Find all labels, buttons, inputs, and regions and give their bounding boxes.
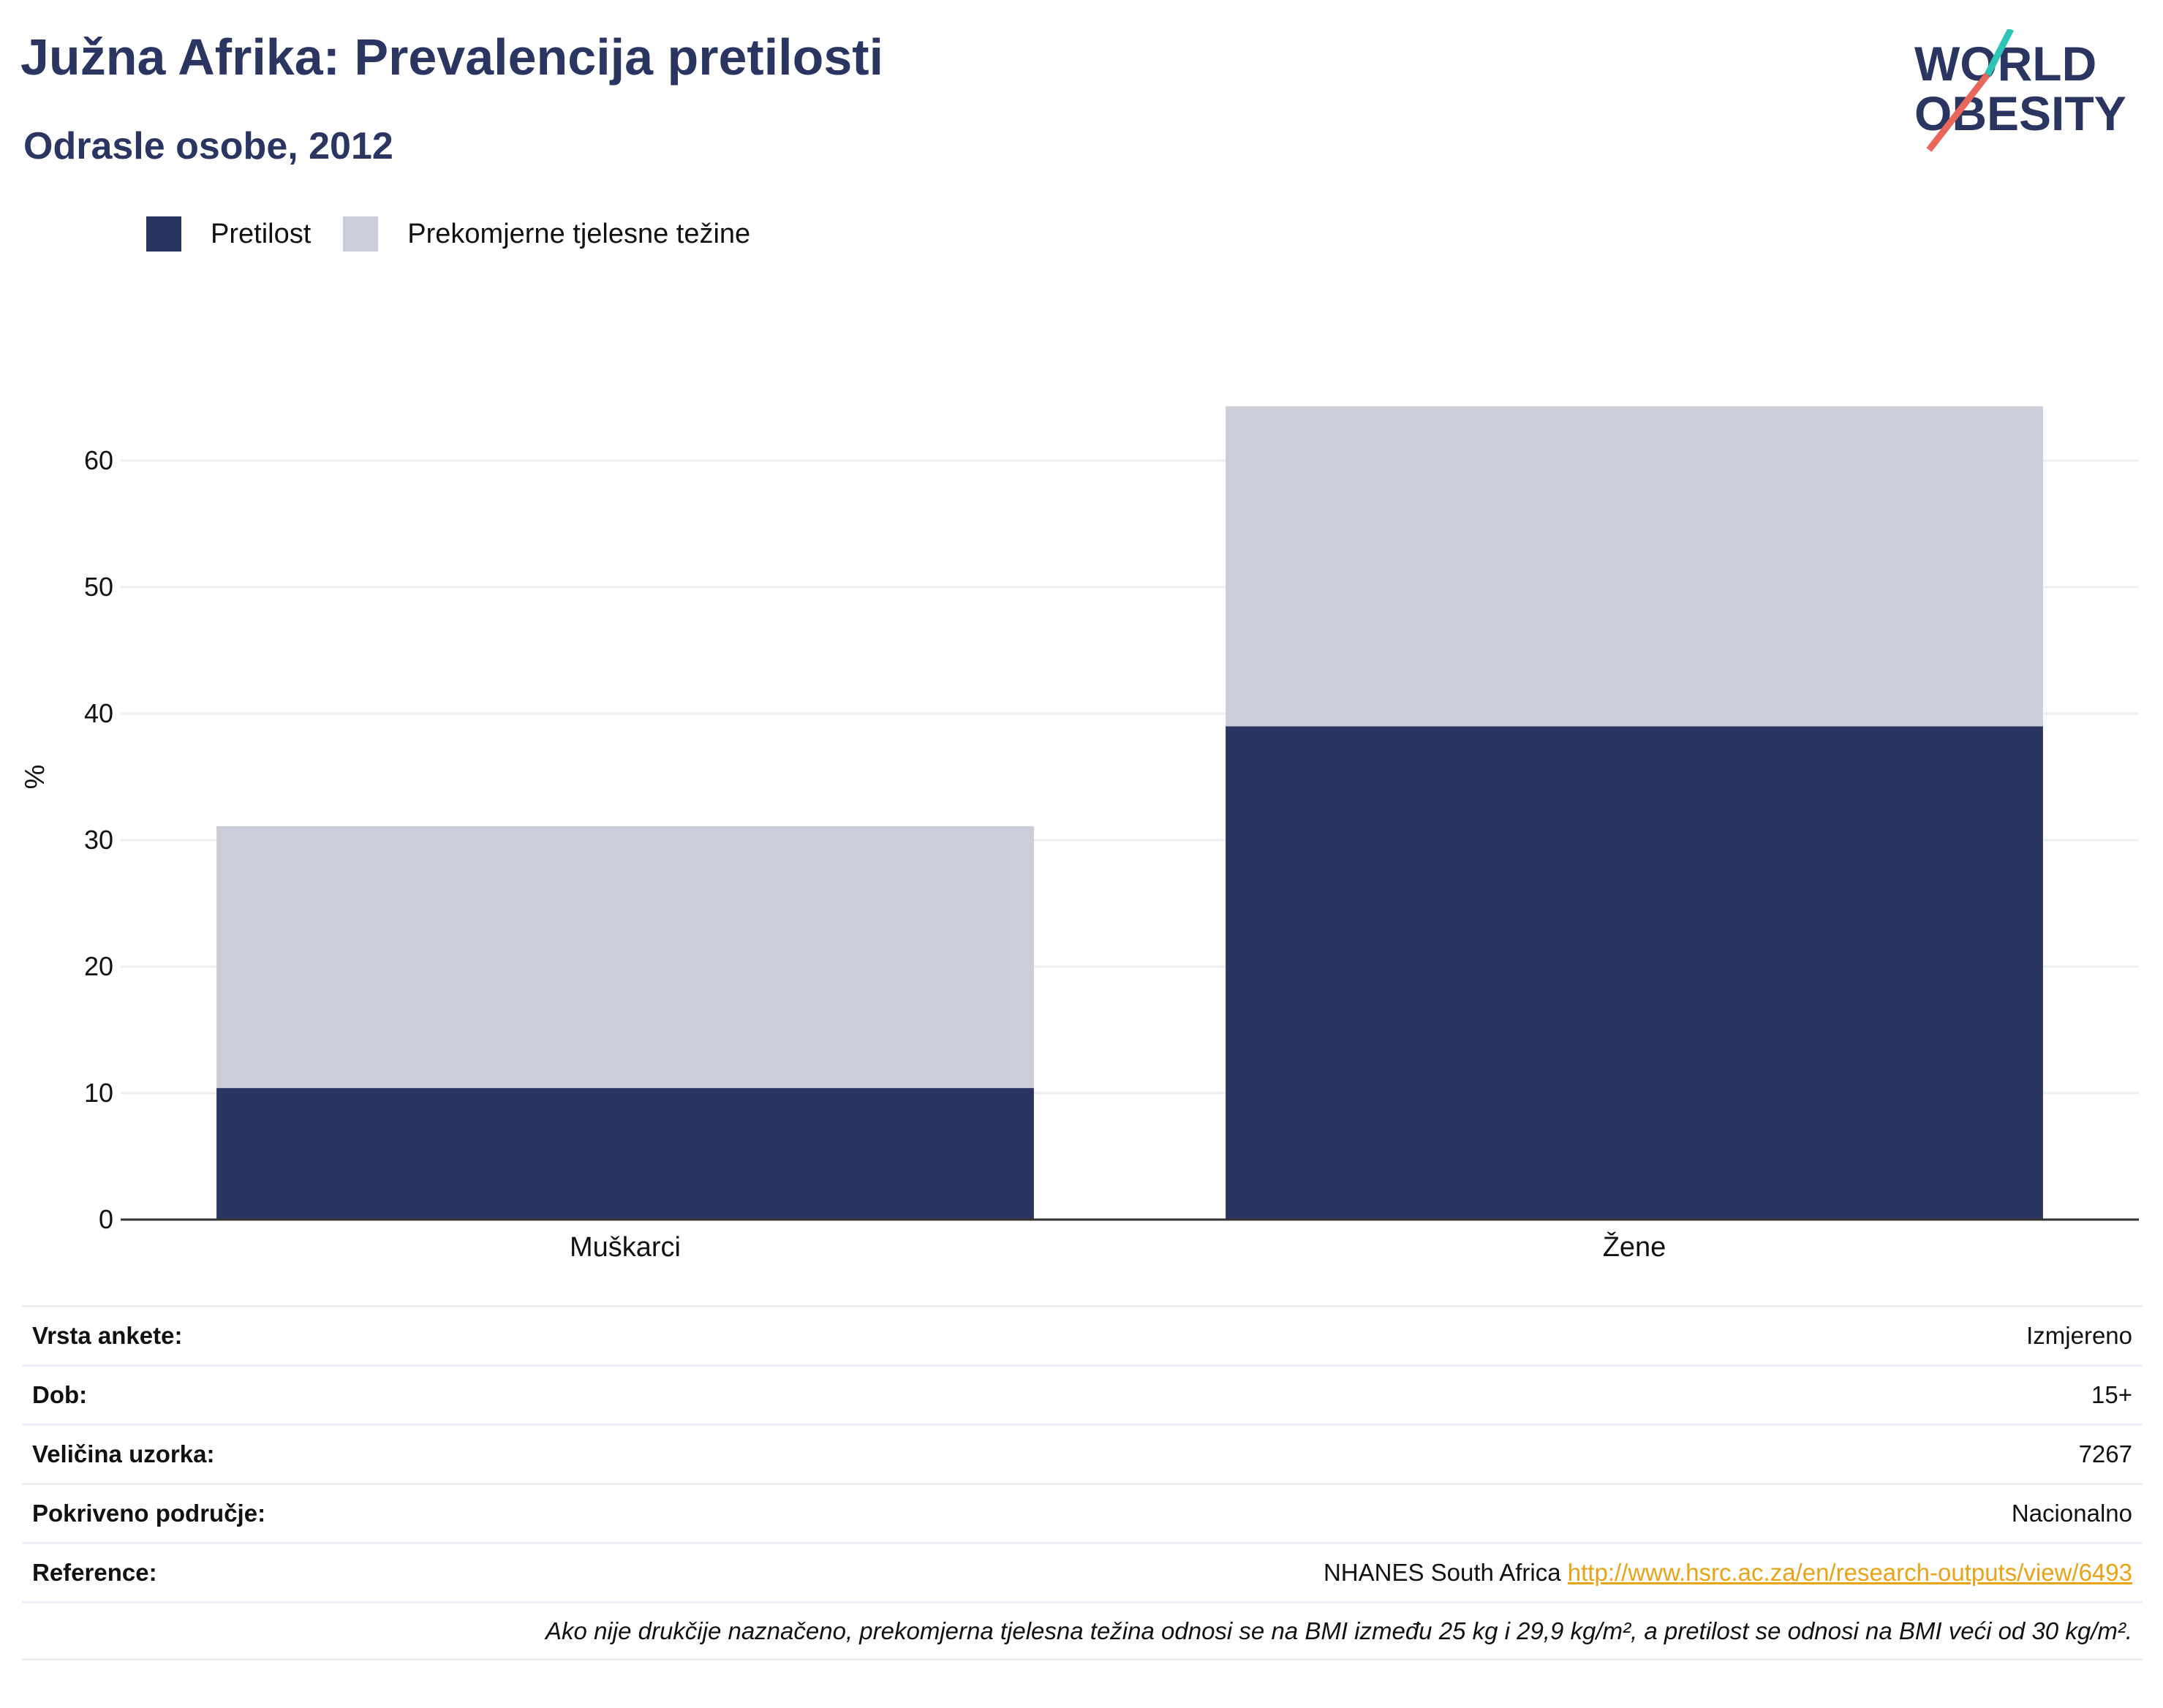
- stacked-bar-chart: 0 10 20 30 40 50 60 Muškarci Žene%: [20, 406, 2139, 1263]
- info-row-sample-size: Veličina uzorka: 7267: [22, 1424, 2143, 1483]
- chart-title: Južna Afrika: Prevalencija pretilosti: [20, 29, 884, 86]
- legend-swatch-overweight: [343, 216, 379, 252]
- info-value: Izmjereno: [2026, 1322, 2132, 1349]
- x-tick-label: Žene: [1603, 1231, 1666, 1263]
- legend-swatch-obesity: [146, 216, 181, 252]
- legend-label-overweight: Prekomjerne tjelesne težine: [407, 218, 751, 249]
- legend-item-overweight[interactable]: Prekomjerne tjelesne težine: [343, 216, 750, 252]
- info-row-survey-type: Vrsta ankete: Izmjereno: [22, 1305, 2143, 1364]
- note-text: Ako nije drukčije naznačeno, prekomjerna…: [546, 1617, 2132, 1644]
- info-row-age: Dob: 15+: [22, 1364, 2143, 1424]
- logo-word-obesity: OBESITY: [1914, 86, 2126, 140]
- info-key: Pokriveno područje:: [32, 1500, 266, 1527]
- info-key: Dob:: [32, 1381, 88, 1408]
- logo-slash-red: [1926, 72, 1990, 152]
- survey-info-table: Vrsta ankete: Izmjereno Dob: 15+ Veličin…: [22, 1305, 2143, 1660]
- info-value: NHANES South Africa http://www.hsrc.ac.z…: [1324, 1559, 2132, 1587]
- bar-obesity-1: [1226, 726, 2043, 1220]
- y-tick-label: 30: [84, 825, 113, 855]
- info-row-reference: Reference: NHANES South Africa http://ww…: [22, 1542, 2143, 1601]
- info-key: Veličina uzorka:: [32, 1440, 215, 1467]
- definition-note: Ako nije drukčije naznačeno, prekomjerna…: [22, 1601, 2143, 1660]
- info-value: 7267: [2078, 1440, 2132, 1467]
- y-tick-label: 60: [84, 445, 113, 475]
- y-tick-label: 0: [99, 1204, 113, 1234]
- info-row-coverage: Pokriveno područje: Nacionalno: [22, 1483, 2143, 1542]
- bar-overweight-1: [1226, 406, 2043, 727]
- bar-overweight-0: [216, 825, 1034, 1089]
- y-tick-label: 40: [84, 698, 113, 728]
- chart-legend: Pretilost Prekomjerne tjelesne težine: [146, 216, 782, 252]
- y-tick-label: 20: [84, 951, 113, 981]
- y-axis-title: %: [20, 765, 50, 790]
- world-obesity-logo: WORLD OBESITY: [1914, 29, 2126, 152]
- reference-source: NHANES South Africa: [1323, 1559, 1561, 1586]
- info-key: Reference:: [32, 1559, 157, 1586]
- y-tick-label: 10: [84, 1078, 113, 1108]
- info-value: Nacionalno: [2011, 1500, 2132, 1527]
- y-tick-label: 50: [84, 572, 113, 602]
- info-key: Vrsta ankete:: [32, 1322, 183, 1349]
- x-tick-label: Muškarci: [570, 1232, 681, 1263]
- legend-item-obesity[interactable]: Pretilost: [146, 216, 311, 252]
- chart-subtitle: Odrasle osobe, 2012: [23, 125, 393, 167]
- info-value: 15+: [2091, 1381, 2132, 1408]
- bar-obesity-0: [216, 1088, 1034, 1220]
- reference-link[interactable]: http://www.hsrc.ac.za/en/research-output…: [1567, 1559, 2132, 1586]
- logo-slash-teal: [1985, 29, 2014, 77]
- legend-label-obesity: Pretilost: [211, 218, 312, 249]
